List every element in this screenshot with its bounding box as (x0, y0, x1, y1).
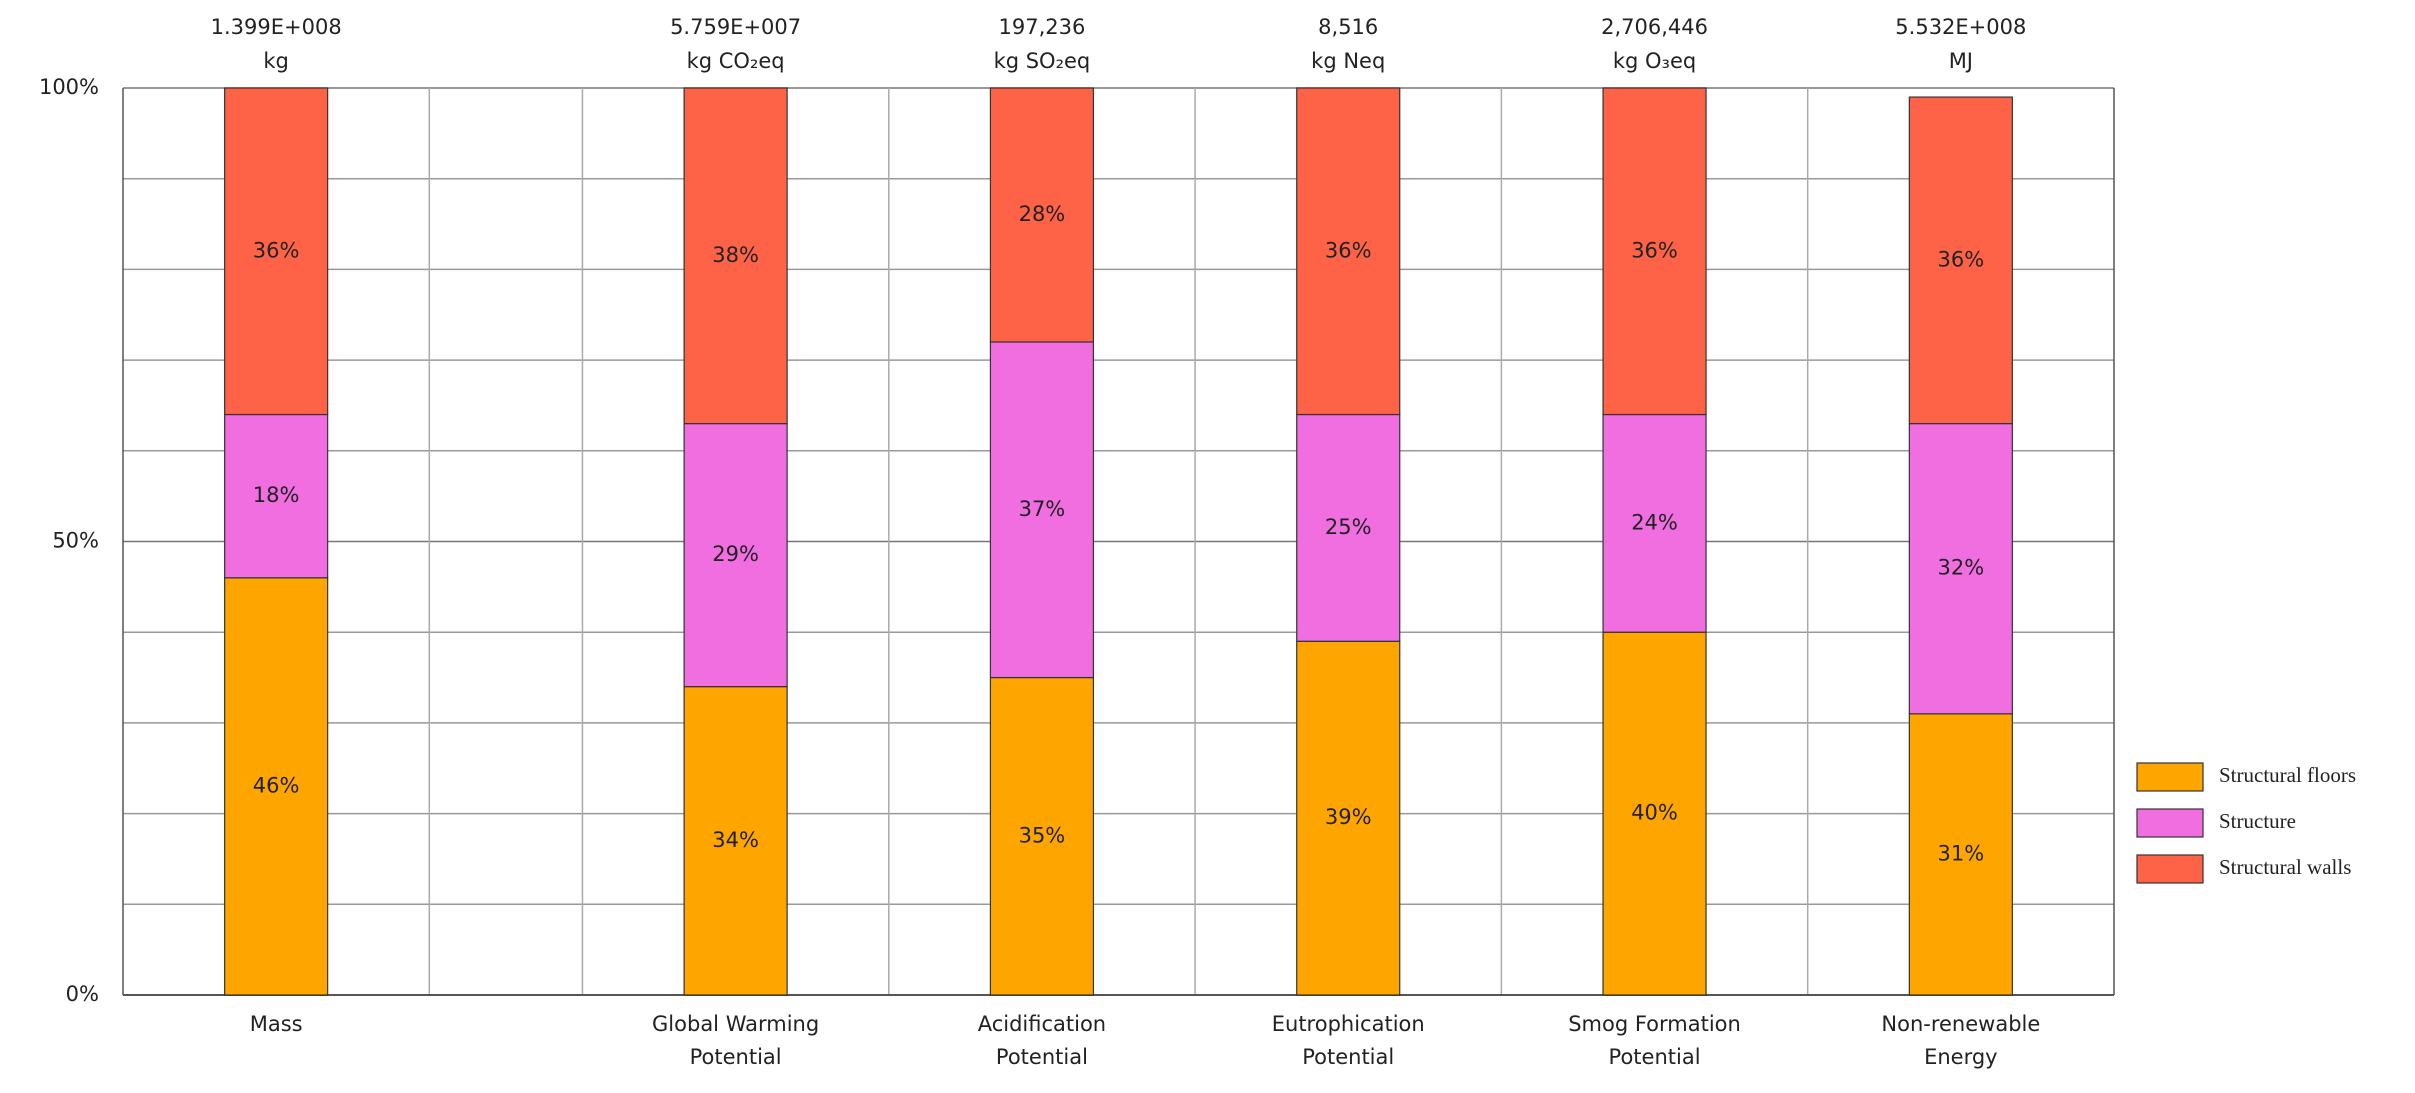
y-tick-label: 50% (52, 529, 99, 553)
data-label: 39% (1325, 805, 1372, 829)
data-label: 31% (1938, 841, 1985, 865)
bar-segment (1908, 96, 2013, 425)
data-label: 34% (712, 828, 759, 852)
legend-label: Structural walls (2219, 855, 2351, 879)
data-label: 37% (1019, 497, 1066, 521)
bar-segment (1296, 87, 1401, 416)
total-label: 5.759E+007 (670, 15, 801, 39)
data-label: 24% (1631, 510, 1678, 534)
total-label: 197,236 (999, 15, 1086, 39)
x-tick-label: Potential (996, 1045, 1088, 1069)
data-label: 36% (253, 238, 300, 262)
legend-swatch (2136, 808, 2204, 838)
bar-segment (989, 341, 1095, 679)
bar-segment (224, 413, 329, 579)
x-tick-label: Acidification (978, 1012, 1106, 1036)
unit-label: kg (263, 49, 289, 73)
total-label: 5.532E+008 (1895, 15, 2026, 39)
bar-segment (989, 676, 1095, 996)
total-label: 2,706,446 (1601, 15, 1708, 39)
unit-label: kg Neq (1311, 49, 1385, 73)
bar-segment (1908, 713, 2013, 996)
bar-segment (1296, 640, 1401, 996)
data-label: 32% (1938, 556, 1985, 580)
data-label: 18% (253, 483, 300, 507)
data-label: 40% (1631, 801, 1678, 825)
legend-label: Structure (2219, 809, 2296, 833)
bar-segment (683, 422, 788, 688)
bar-segment (683, 686, 788, 996)
data-label: 29% (712, 542, 759, 566)
bar-segment (683, 87, 788, 425)
x-tick-label: Smog Formation (1568, 1012, 1741, 1036)
data-label: 36% (1938, 247, 1985, 271)
data-label: 35% (1019, 823, 1066, 847)
data-label: 28% (1019, 202, 1066, 226)
x-tick-label: Potential (1609, 1045, 1701, 1069)
legend-swatch (2136, 762, 2204, 792)
legend-swatch (2136, 854, 2204, 884)
x-tick-label: Global Warming (652, 1012, 819, 1036)
x-tick-label: Energy (1924, 1045, 1998, 1069)
unit-label: kg O₃eq (1613, 49, 1696, 73)
x-tick-label: Potential (1302, 1045, 1394, 1069)
unit-label: kg CO₂eq (687, 49, 785, 73)
y-tick-label: 0% (66, 982, 99, 1006)
data-label: 36% (1631, 238, 1678, 262)
y-tick-label: 100% (39, 75, 99, 99)
bar-segment (1602, 87, 1707, 416)
x-tick-label: Mass (250, 1012, 303, 1036)
bar-segment (1602, 631, 1707, 996)
total-label: 1.399E+008 (211, 15, 342, 39)
data-label: 46% (253, 773, 300, 797)
bar-segment (224, 87, 329, 416)
total-label: 8,516 (1318, 15, 1378, 39)
x-tick-label: Eutrophication (1272, 1012, 1425, 1036)
unit-label: MJ (1949, 49, 1973, 73)
bar-segment (1296, 413, 1401, 642)
legend-label: Structural floors (2219, 763, 2356, 787)
data-label: 38% (712, 243, 759, 267)
unit-label: kg SO₂eq (994, 49, 1091, 73)
bar-segment (224, 577, 329, 996)
data-label: 25% (1325, 515, 1372, 539)
x-tick-label: Potential (690, 1045, 782, 1069)
bar-segment (1602, 413, 1707, 633)
bar-segment (1908, 422, 2013, 715)
data-label: 36% (1325, 238, 1372, 262)
bar-segment (989, 87, 1095, 343)
x-tick-label: Non-renewable (1881, 1012, 2040, 1036)
